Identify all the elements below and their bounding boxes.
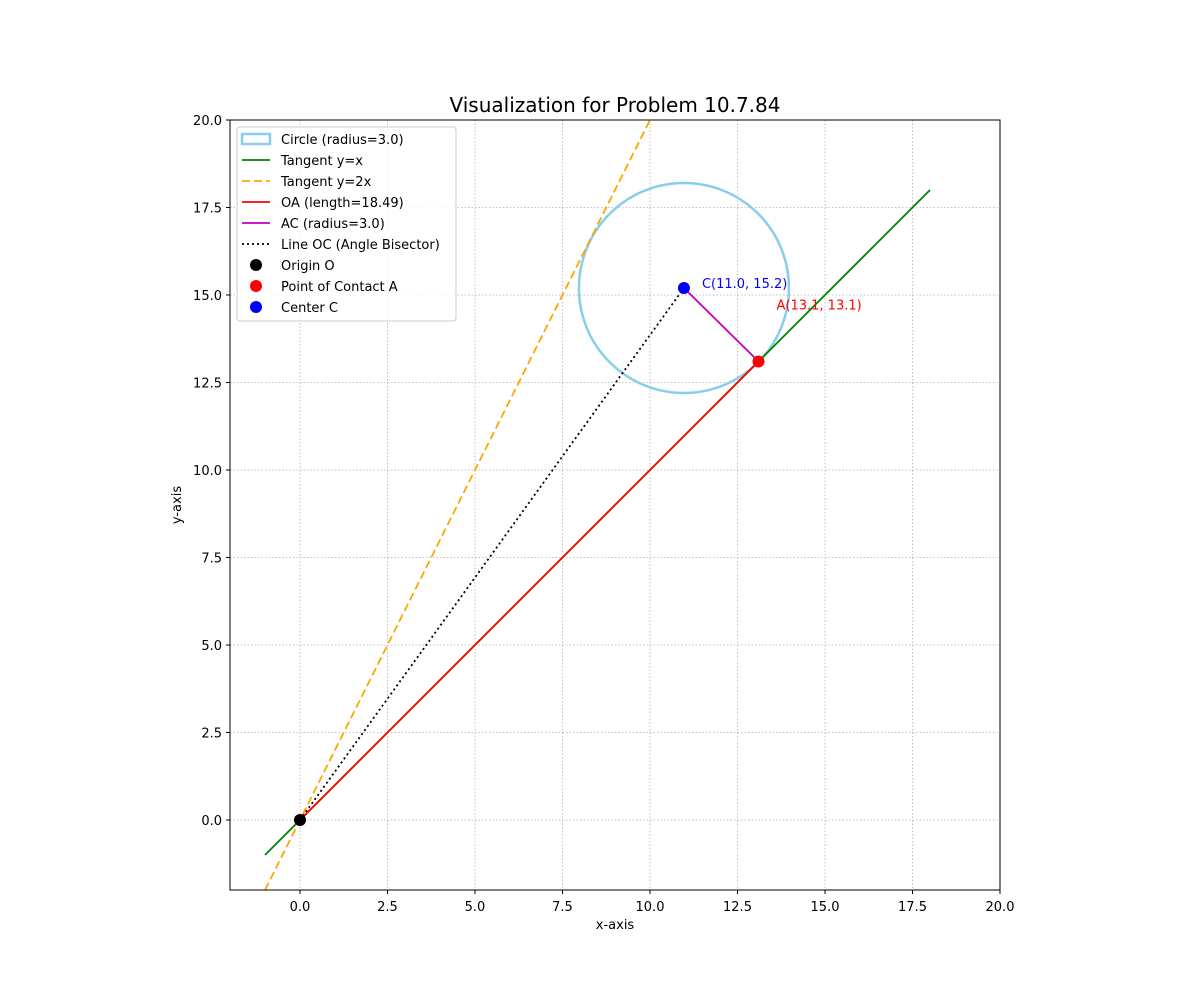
legend-entry-4: AC (radius=3.0) — [281, 217, 385, 232]
legend-entry-6: Origin O — [281, 259, 335, 274]
point-marker-1 — [752, 355, 765, 368]
point-marker-2 — [677, 282, 690, 294]
legend: Circle (radius=3.0) Tangent y=x Tangent y=… — [236, 126, 457, 322]
series-line-4 — [299, 287, 685, 821]
legend-entry-0: Circle (radius=3.0) — [281, 133, 404, 148]
x-axis-label: x-axis — [596, 918, 635, 933]
y-axis-ticks: 0.0 2.5 5.0 7.5 10.0 12.5 15.0 17.5 20.0 — [193, 114, 230, 829]
series-line-2 — [299, 360, 760, 821]
y-tick-label: 20.0 — [193, 114, 222, 129]
x-tick-label: 5.0 — [465, 900, 486, 915]
legend-handle-8 — [250, 301, 262, 313]
x-tick-label: 7.5 — [552, 900, 573, 915]
y-tick-label: 7.5 — [201, 552, 222, 567]
series-line-3 — [683, 287, 760, 363]
circle-shape — [577, 181, 791, 395]
x-tick-label: 15.0 — [811, 900, 840, 915]
legend-entry-1: Tangent y=x — [280, 154, 363, 169]
y-tick-label: 15.0 — [193, 289, 222, 304]
y-tick-label: 17.5 — [193, 202, 222, 217]
point-annotations: A(13.1, 13.1) C(11.0, 15.2) — [294, 277, 862, 826]
legend-box — [236, 126, 457, 322]
x-tick-label: 20.0 — [986, 900, 1015, 915]
x-axis-ticks: 0.0 2.5 5.0 7.5 10.0 12.5 15.0 17.5 20.0 — [290, 890, 1015, 915]
legend-entry-2: Tangent y=2x — [280, 175, 372, 190]
legend-entry-7: Point of Contact A — [281, 280, 398, 295]
point-label-2: C(11.0, 15.2) — [702, 277, 787, 292]
x-tick-label: 10.0 — [636, 900, 665, 915]
plot-area — [264, 120, 931, 890]
axes-frame — [229, 119, 1001, 891]
y-tick-label: 10.0 — [193, 464, 222, 479]
y-axis-label: y-axis — [170, 486, 185, 524]
chart-title: Visualization for Problem 10.7.84 — [449, 93, 780, 117]
legend-handle-6 — [250, 259, 262, 271]
x-tick-label: 0.0 — [290, 900, 311, 915]
x-tick-label: 17.5 — [898, 900, 927, 915]
legend-entry-5: Line OC (Angle Bisector) — [281, 238, 440, 253]
y-tick-label: 5.0 — [201, 639, 222, 654]
y-tick-label: 2.5 — [201, 727, 222, 742]
legend-entry-8: Center C — [281, 301, 338, 316]
y-tick-label: 12.5 — [193, 377, 222, 392]
legend-entry-3: OA (length=18.49) — [281, 196, 404, 211]
legend-handle-7 — [250, 280, 262, 292]
point-marker-0 — [294, 814, 306, 826]
x-tick-label: 12.5 — [723, 900, 752, 915]
legend-handle-0 — [240, 132, 272, 146]
x-tick-label: 2.5 — [377, 900, 398, 915]
point-label-1: A(13.1, 13.1) — [777, 299, 862, 314]
y-tick-label: 0.0 — [201, 814, 222, 829]
